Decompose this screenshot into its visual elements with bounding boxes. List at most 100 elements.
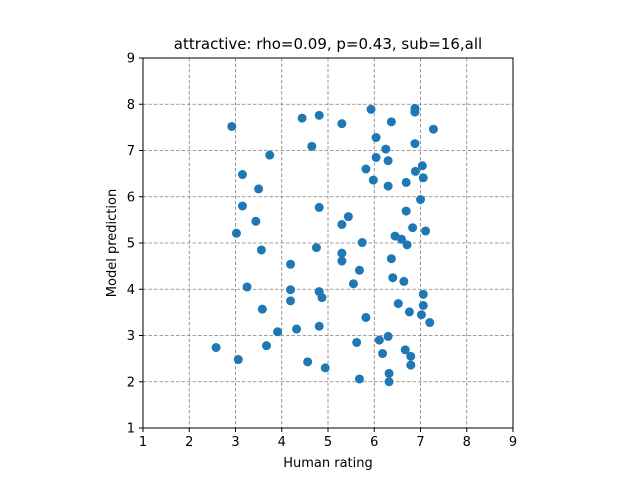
- x-tick-label: 7: [416, 435, 424, 450]
- data-point: [383, 181, 393, 191]
- data-point: [418, 173, 428, 183]
- data-points: [211, 103, 438, 387]
- y-tick-label: 4: [127, 283, 135, 298]
- data-point: [286, 285, 296, 295]
- data-point: [361, 164, 371, 174]
- data-point: [211, 343, 221, 353]
- data-point: [337, 119, 347, 129]
- data-point: [233, 355, 243, 365]
- data-point: [320, 363, 330, 373]
- data-point: [311, 243, 321, 253]
- data-point: [417, 161, 427, 171]
- data-point: [286, 259, 296, 269]
- data-point: [337, 248, 347, 258]
- x-tick-label: 1: [139, 435, 147, 450]
- data-point: [357, 238, 367, 248]
- data-point: [257, 304, 267, 314]
- data-point: [307, 141, 317, 151]
- data-point: [386, 254, 396, 264]
- data-point: [410, 107, 420, 117]
- data-point: [256, 245, 266, 255]
- x-tick-label: 8: [463, 435, 471, 450]
- data-point: [337, 256, 347, 266]
- y-tick-label: 6: [127, 190, 135, 205]
- data-point: [343, 212, 353, 222]
- data-point: [348, 279, 358, 289]
- data-point: [410, 139, 420, 149]
- x-axis-ticks: 1 2 3 4 5 6 7 8 9: [139, 428, 517, 450]
- x-tick-label: 6: [370, 435, 378, 450]
- grid: [142, 57, 514, 429]
- x-tick-label: 4: [278, 435, 286, 450]
- x-tick-label: 9: [509, 435, 517, 450]
- data-point: [314, 202, 324, 212]
- data-point: [400, 345, 410, 355]
- data-point: [242, 282, 252, 292]
- data-point: [402, 240, 412, 250]
- data-point: [386, 117, 396, 127]
- data-point: [384, 377, 394, 387]
- data-point: [361, 312, 371, 322]
- y-tick-label: 5: [127, 237, 135, 252]
- data-point: [251, 216, 261, 226]
- data-point: [354, 265, 364, 275]
- y-tick-label: 1: [127, 422, 135, 437]
- data-point: [406, 351, 416, 361]
- data-point: [237, 201, 247, 211]
- data-point: [371, 152, 381, 162]
- data-point: [366, 104, 376, 114]
- y-tick-label: 9: [127, 52, 135, 67]
- data-point: [388, 273, 398, 283]
- data-point: [231, 228, 241, 238]
- data-point: [286, 296, 296, 306]
- y-tick-label: 2: [127, 375, 135, 390]
- data-point: [401, 206, 411, 216]
- data-point: [237, 170, 247, 180]
- data-point: [378, 349, 388, 359]
- data-point: [406, 360, 416, 370]
- data-point: [297, 113, 307, 123]
- chart-title: attractive: rho=0.09, p=0.43, sub=16,all: [174, 35, 482, 53]
- y-axis-ticks: 1 2 3 4 5 6 7 8 9: [127, 52, 143, 437]
- data-point: [384, 368, 394, 378]
- data-point: [374, 335, 384, 345]
- x-tick-label: 5: [324, 435, 332, 450]
- data-point: [428, 124, 438, 134]
- data-point: [399, 276, 409, 286]
- data-point: [416, 310, 426, 320]
- x-tick-label: 3: [231, 435, 239, 450]
- data-point: [368, 175, 378, 185]
- data-point: [261, 341, 271, 351]
- x-axis-label: Human rating: [283, 456, 373, 471]
- y-tick-label: 3: [127, 329, 135, 344]
- data-point: [383, 331, 393, 341]
- data-point: [314, 321, 324, 331]
- data-point: [265, 150, 275, 160]
- data-point: [273, 327, 283, 337]
- data-point: [393, 299, 403, 309]
- data-point: [381, 144, 391, 154]
- data-point: [418, 289, 428, 299]
- data-point: [254, 184, 264, 194]
- data-point: [371, 133, 381, 143]
- data-point: [352, 337, 362, 347]
- data-point: [418, 300, 428, 310]
- data-point: [410, 166, 420, 176]
- data-point: [408, 223, 418, 233]
- data-point: [404, 307, 414, 317]
- data-point: [416, 195, 425, 205]
- data-point: [397, 234, 407, 244]
- y-tick-label: 8: [127, 98, 135, 113]
- y-tick-label: 7: [127, 144, 135, 159]
- data-point: [337, 220, 347, 229]
- data-point: [354, 374, 364, 384]
- data-point: [314, 110, 324, 120]
- data-point: [421, 226, 431, 236]
- y-axis-label: Model prediction: [105, 189, 120, 297]
- data-point: [303, 357, 313, 367]
- x-tick-label: 2: [185, 435, 193, 450]
- data-point: [401, 177, 411, 187]
- data-point: [383, 156, 393, 166]
